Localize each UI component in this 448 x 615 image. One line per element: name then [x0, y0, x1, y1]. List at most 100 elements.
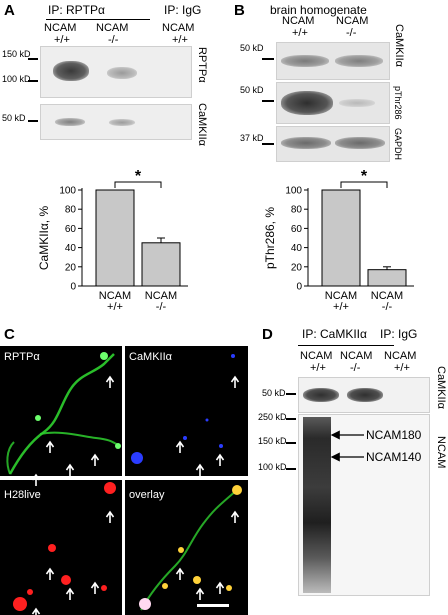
panel-d-lane2-name: NCAM: [340, 350, 373, 362]
panel-c-arrow-7: [195, 463, 205, 476]
panel-b-chart-xlabel-0-genotype: +/+: [333, 301, 349, 310]
panel-d-ncam180-label: NCAM180: [366, 428, 422, 442]
panel-b-chart-ylabel: pThr286, %: [263, 207, 277, 269]
panel-b-camk-label: CaMKIIα: [393, 24, 405, 68]
panel-a-chart-ytick-label-4: 80: [65, 205, 77, 216]
panel-d-tick-50: [286, 393, 296, 395]
panel-c-overlay-graphic: [139, 485, 242, 611]
panel-d-ncam-blot: [298, 414, 430, 596]
panel-b-chart-bar-1: [367, 269, 407, 287]
panel-b-chart-sig-bracket: [340, 181, 388, 188]
panel-b-marker-50b: 50 kD: [240, 85, 264, 95]
panel-c-camk-image: CaMKIIα: [125, 346, 248, 476]
panel-b-chart-ytick-label-2: 40: [291, 243, 303, 254]
panel-a-rptp-band-2: [107, 67, 137, 79]
panel-c-arrow-4: [31, 473, 41, 486]
panel-a-chart-xlabel-0-genotype: +/+: [107, 301, 123, 310]
panel-b-marker-37: 37 kD: [240, 133, 264, 143]
panel-b-label: B: [234, 2, 245, 19]
panel-a-lane3-name: NCAM: [162, 22, 195, 34]
panel-b-lane1-genotype: +/+: [292, 27, 308, 39]
panel-c-arrow-0: [105, 375, 115, 388]
panel-a-camk-band-1: [55, 118, 85, 126]
panel-c-arrow-11: [65, 587, 75, 600]
panel-d-camk-band-1: [303, 388, 339, 402]
panel-a-ip-igg: IP: IgG: [164, 3, 202, 17]
panel-c-h28-text: H28live: [4, 489, 41, 501]
panel-c-arrow-15: [175, 567, 185, 580]
panel-b-chart-ytick-label-3: 60: [291, 224, 303, 235]
panel-c-arrow-9: [105, 510, 115, 523]
panel-b-chart-xlabel-1-genotype: -/-: [382, 301, 393, 310]
panel-c-arrow-1: [45, 440, 55, 453]
panel-d-ip-igg: IP: IgG: [380, 327, 418, 341]
panel-c-arrows: [31, 375, 240, 615]
panel-b-chart-bar-0: [321, 189, 361, 287]
panel-d-tick-100: [286, 468, 296, 470]
panel-b-gapdh-blot: [276, 126, 390, 162]
panel-a-lane1-name: NCAM: [44, 22, 77, 34]
panel-c-overlay-image: overlay: [125, 480, 248, 615]
panel-c-camk-dots: [131, 354, 235, 464]
panel-c-rptp-neurite: [6, 352, 121, 475]
panel-d-tick-150: [286, 442, 296, 444]
panel-d-camk-blot: [298, 377, 430, 413]
panel-a-chart-ytick-label-3: 60: [65, 224, 77, 235]
panel-a-chart-ytick-label-1: 20: [65, 262, 77, 273]
panel-c-rptp-image: RPTPα: [0, 346, 122, 476]
panel-c-arrow-3: [90, 453, 100, 466]
panel-b-pthr-label: pThr286: [393, 86, 403, 120]
panel-a-chart-xlabel-1-genotype: -/-: [156, 301, 167, 310]
panel-a-marker-100: 100 kD: [2, 74, 31, 84]
panel-c-arrow-10: [45, 567, 55, 580]
panel-d-camk-band-2: [347, 388, 383, 402]
panel-b-gapdh-band-2: [335, 137, 385, 149]
panel-c-arrow-2: [65, 463, 75, 476]
panel-c-scale-bar: [197, 604, 229, 607]
panel-a-camk-blot: [40, 104, 192, 140]
panel-b-lane2-genotype: -/-: [346, 27, 357, 39]
panel-c-arrow-16: [195, 587, 205, 600]
panel-a-ip-rptp-line: [46, 19, 150, 20]
panel-d-lane3-name: NCAM: [384, 350, 417, 362]
panel-b-camk-band-2: [335, 55, 383, 67]
panel-c-overlay-text: overlay: [129, 489, 165, 501]
panel-c-arrow-5: [230, 375, 240, 388]
panel-a-chart-sig-star: *: [135, 168, 142, 185]
panel-b-chart-xlabel-1-name: NCAM: [371, 290, 403, 302]
panel-d-label: D: [262, 326, 273, 343]
panel-c-arrow-12: [90, 581, 100, 594]
panel-d-arrows: [330, 430, 364, 462]
panel-a-rptp-blot: [40, 46, 192, 98]
panel-d-ncam-smear: [303, 417, 331, 593]
panel-b-camk-blot: [276, 42, 390, 80]
panel-b-tick-37: [262, 143, 274, 145]
panel-c-h28-dots: [13, 482, 116, 611]
panel-b-chart-ytick-label-0: 0: [296, 282, 302, 293]
panel-a-lane2-genotype: -/-: [108, 34, 119, 46]
panel-a-chart-ytick-label-5: 100: [59, 186, 76, 197]
panel-b-pthr-band-1: [281, 91, 333, 115]
panel-d-marker-50: 50 kD: [262, 388, 286, 398]
panel-a-lane3-genotype: +/+: [172, 34, 188, 46]
panel-a-tick-150: [28, 58, 38, 60]
panel-a-tick-50: [28, 120, 38, 122]
panel-c-arrow-14: [230, 510, 240, 523]
panel-a-chart-bar-1: [141, 242, 181, 287]
panel-b-camk-band-1: [281, 55, 329, 67]
panel-c-arrow-6: [175, 440, 185, 453]
panel-a-ip-rptp: IP: RPTPα: [48, 3, 105, 17]
panel-d-marker-100: 100 kD: [258, 462, 287, 472]
panel-d-ip-camk-line: [298, 345, 394, 346]
panel-a-marker-50: 50 kD: [2, 113, 26, 123]
panel-a-chart-ylabel: CaMKIIα, %: [37, 206, 51, 271]
panel-d-lane1-name: NCAM: [300, 350, 333, 362]
panel-b-chart-ytick-label-4: 80: [291, 205, 303, 216]
panel-c-label: C: [4, 326, 15, 343]
panel-a-rptp-label: RPTPα: [196, 47, 208, 83]
panel-b-tick-50b: [262, 100, 274, 102]
